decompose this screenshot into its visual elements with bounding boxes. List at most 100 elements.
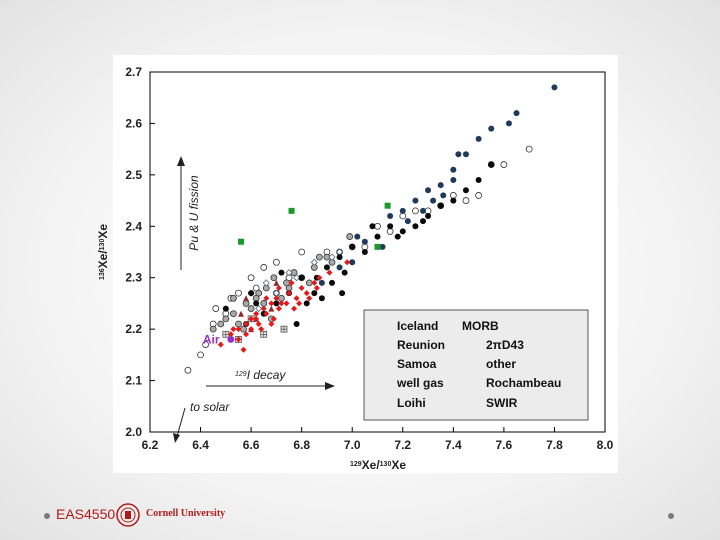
solar-arrow-head — [173, 433, 180, 443]
data-point — [437, 182, 444, 189]
data-point — [384, 202, 391, 209]
decay-arrow-head — [325, 382, 335, 390]
data-point — [252, 294, 260, 302]
data-point — [551, 84, 558, 91]
data-point — [270, 315, 277, 322]
data-point — [270, 274, 278, 282]
data-point — [425, 213, 432, 219]
data-point — [253, 315, 260, 322]
legend-item-label: SWIR — [486, 396, 518, 410]
data-point — [310, 258, 318, 266]
data-point — [440, 192, 447, 199]
data-point — [230, 326, 237, 333]
data-point — [243, 321, 250, 327]
solar-label: to solar — [190, 400, 230, 414]
data-point — [399, 212, 407, 220]
data-point — [293, 321, 300, 327]
data-point — [273, 295, 280, 302]
data-point — [263, 310, 270, 317]
data-point — [475, 177, 482, 183]
data-point — [475, 192, 483, 199]
data-point — [369, 223, 376, 230]
data-point — [323, 264, 330, 271]
decay-label: 129I decay — [235, 368, 286, 382]
y-tick-label: 2.7 — [125, 65, 142, 79]
y-tick-label: 2.0 — [125, 425, 142, 439]
data-point — [500, 161, 508, 168]
data-point — [273, 279, 280, 286]
data-point — [298, 274, 305, 281]
data-point — [235, 289, 242, 297]
data-point — [217, 341, 224, 348]
data-point — [336, 264, 343, 271]
data-point — [339, 290, 346, 297]
data-point — [235, 320, 242, 328]
data-point — [240, 346, 247, 353]
data-point — [222, 315, 230, 323]
data-point — [374, 233, 381, 240]
legend-item-label: Rochambeau — [486, 376, 561, 390]
data-point — [354, 233, 361, 240]
data-point — [286, 290, 293, 297]
legend-item-label: Reunion — [397, 338, 445, 352]
y-tick-label: 2.3 — [125, 271, 142, 285]
data-point — [184, 366, 192, 374]
data-point — [278, 300, 285, 307]
data-point — [248, 326, 255, 333]
data-point — [268, 300, 275, 307]
data-point — [329, 279, 335, 286]
data-point — [247, 274, 255, 282]
data-point — [475, 135, 482, 142]
x-tick-label: 7.4 — [445, 438, 462, 452]
legend-item-label: other — [486, 357, 516, 371]
data-point — [374, 243, 381, 250]
data-point — [293, 295, 300, 302]
data-point — [260, 300, 268, 307]
data-point — [412, 207, 419, 215]
data-point — [318, 279, 325, 286]
fission-arrow-head — [177, 156, 185, 166]
y-tick-label: 2.4 — [125, 219, 142, 233]
data-point — [313, 285, 320, 291]
x-axis-label: 129Xe/130Xe — [350, 458, 406, 472]
data-point — [315, 253, 323, 261]
data-point — [341, 269, 348, 276]
legend-morb-heading: MORB — [462, 319, 499, 333]
x-tick-label: 7.6 — [496, 438, 513, 452]
data-point — [275, 305, 282, 312]
data-point — [306, 295, 313, 302]
data-point — [255, 321, 262, 327]
y-axis-label: 136Xe/130Xe — [96, 224, 110, 280]
legend-item-label: Loihi — [397, 396, 426, 410]
data-point — [311, 290, 318, 297]
data-point — [455, 151, 462, 158]
data-point — [513, 110, 520, 117]
data-point — [344, 259, 351, 266]
data-point — [268, 321, 275, 327]
data-point — [247, 305, 255, 312]
data-point — [361, 243, 369, 251]
data-point — [260, 305, 267, 312]
data-point — [260, 264, 268, 271]
data-point — [202, 341, 210, 348]
data-point — [404, 218, 411, 225]
air-point — [227, 335, 235, 343]
data-point — [505, 120, 512, 127]
data-point — [412, 197, 419, 204]
data-point — [450, 177, 457, 183]
data-point — [303, 290, 310, 297]
data-point — [449, 192, 457, 199]
data-point — [253, 310, 260, 317]
data-point — [462, 197, 470, 204]
data-point — [272, 258, 280, 266]
y-tick-label: 2.2 — [125, 322, 142, 336]
x-tick-label: 8.0 — [597, 438, 614, 452]
data-point — [336, 254, 343, 261]
plot-frame — [149, 71, 606, 433]
data-point — [462, 187, 469, 194]
x-tick-label: 7.2 — [394, 438, 411, 452]
legend-box — [363, 309, 589, 421]
data-point — [248, 290, 255, 297]
